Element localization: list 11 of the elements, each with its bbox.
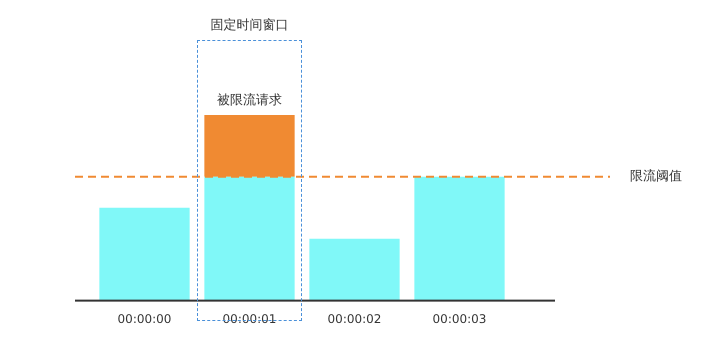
bar <box>309 238 400 301</box>
x-tick-label: 00:00:03 <box>432 312 486 326</box>
ref-line-label: 限流阈值 <box>630 168 682 184</box>
x-tick-label: 00:00:01 <box>222 312 276 326</box>
text: 固定时间窗口 <box>210 16 288 33</box>
bar <box>204 176 295 301</box>
annotation: 被限流请求 <box>217 92 282 108</box>
x-tick-label: 00:00:02 <box>328 312 382 326</box>
bar <box>99 208 190 301</box>
bar <box>414 176 505 301</box>
x-tick-label: 00:00:00 <box>118 312 172 326</box>
